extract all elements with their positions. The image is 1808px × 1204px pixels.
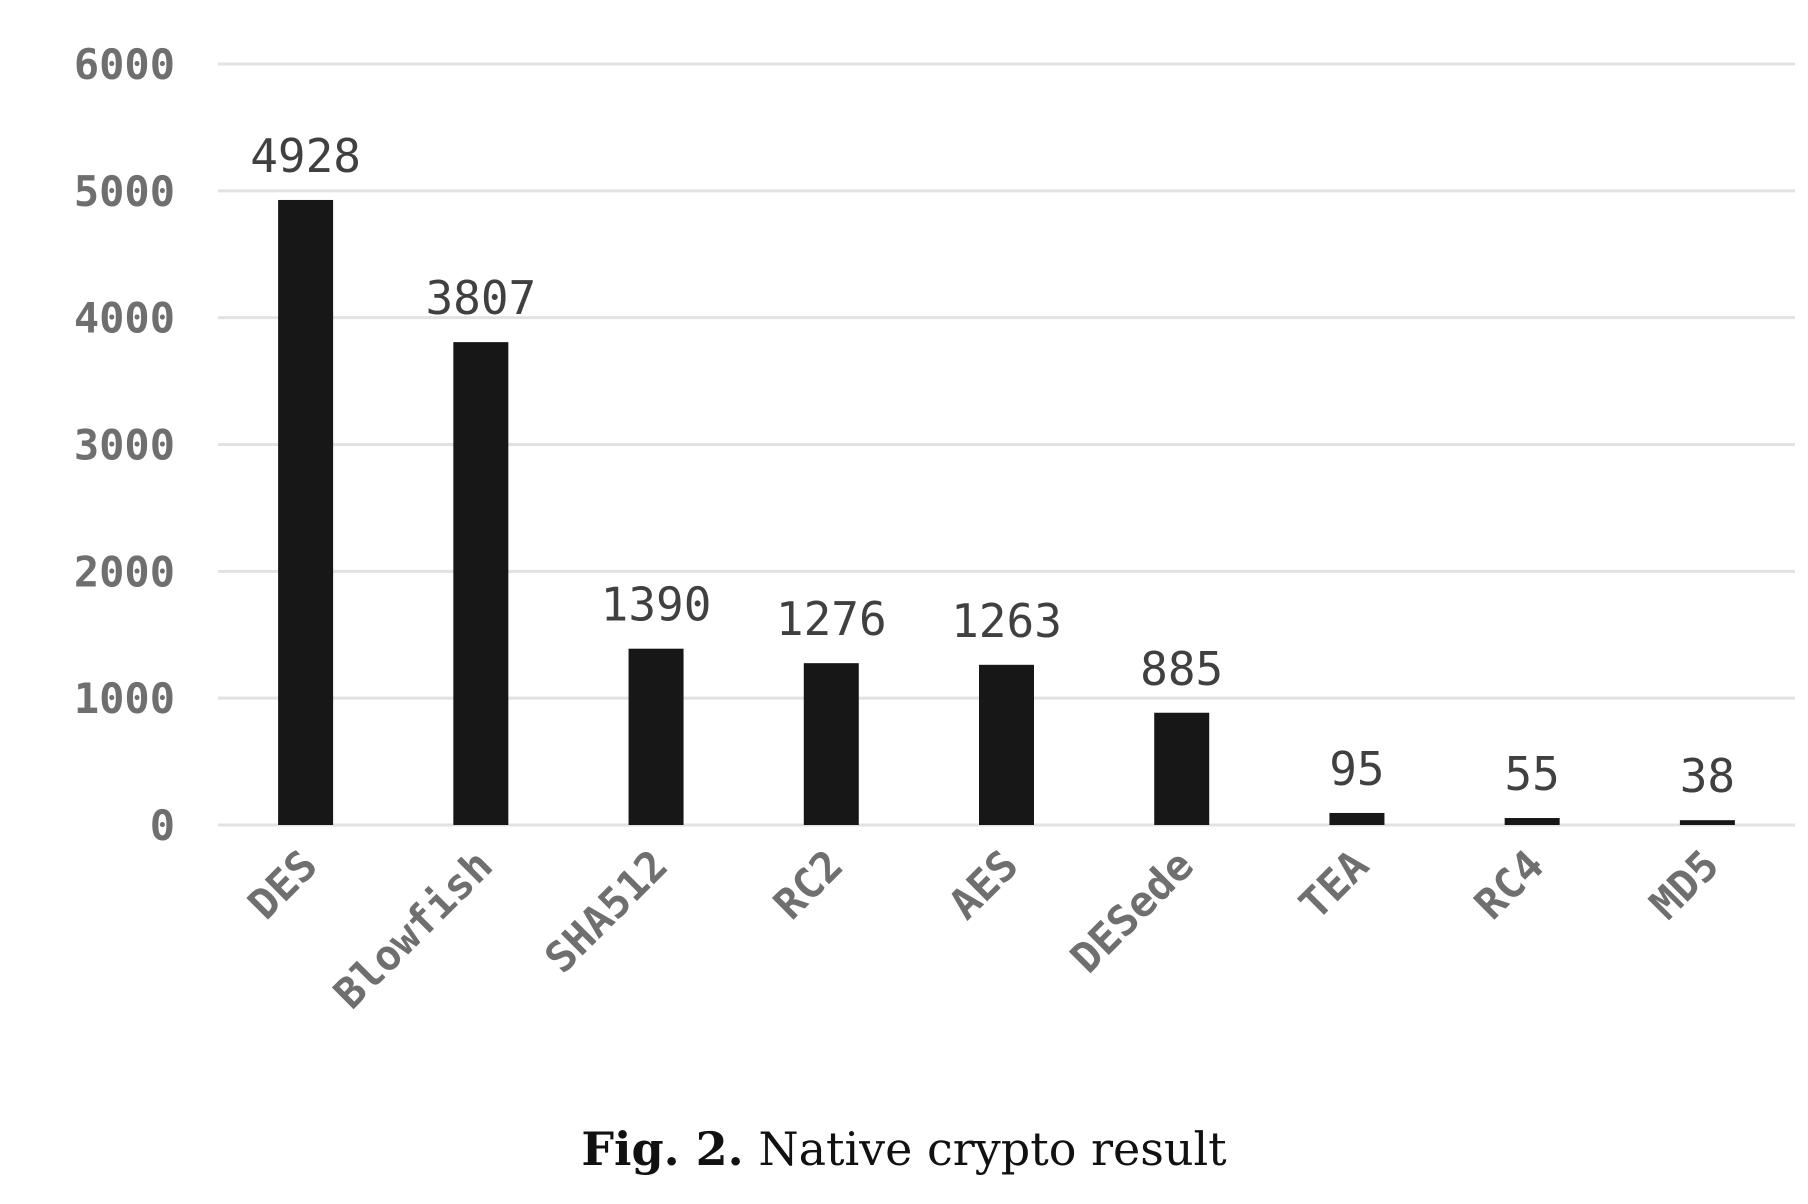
y-tick-label: 4000 [74,294,175,343]
data-label-des: 4928 [250,129,361,183]
category-label-sha512: SHA512 [535,840,677,982]
data-label-tea: 95 [1329,742,1384,796]
data-label-md5: 38 [1680,749,1735,803]
bar-desede [1154,712,1210,825]
category-label-aes: AES [939,840,1027,928]
data-label-blowfish: 3807 [425,271,536,325]
category-label-blowfish: Blowfish [324,840,502,1018]
data-labels: 4928 3807 1390 1276 1263 885 95 55 38 [250,129,1735,803]
data-label-aes: 1263 [951,594,1062,648]
bar-rc4 [1504,818,1560,825]
caption-text: Native crypto result [758,1122,1227,1176]
bar-chart: 0 1000 2000 3000 4000 5000 6000 4928 3807 1390 12… [74,40,1795,1018]
data-label-sha512: 1390 [601,578,712,632]
data-label-rc4: 55 [1504,747,1559,801]
figure-caption: Fig. 2. Native crypto result [0,1122,1808,1176]
category-label-rc2: RC2 [764,840,852,928]
data-label-rc2: 1276 [776,592,887,646]
data-label-desede: 885 [1140,642,1223,696]
category-label-tea: TEA [1290,840,1378,928]
bar-rc2 [803,663,859,825]
y-axis-tick-labels: 0 1000 2000 3000 4000 5000 6000 [74,40,175,850]
bar-md5 [1679,820,1735,825]
category-label-des: DES [238,840,326,928]
figure-number: Fig. 2. [581,1122,744,1176]
bar-tea [1329,812,1385,825]
category-label-rc4: RC4 [1465,840,1553,928]
y-tick-label: 5000 [74,167,175,216]
bar-sha512 [628,648,684,825]
category-label-md5: MD5 [1640,840,1728,928]
y-tick-label: 3000 [74,421,175,470]
bar-blowfish [453,342,509,825]
y-tick-label: 1000 [74,674,175,723]
y-tick-label: 0 [150,801,175,850]
y-tick-label: 6000 [74,40,175,89]
category-label-desede: DESede [1061,840,1203,982]
bar-des [278,199,334,825]
y-tick-label: 2000 [74,547,175,596]
bars [278,199,1735,825]
bar-aes [979,664,1034,825]
